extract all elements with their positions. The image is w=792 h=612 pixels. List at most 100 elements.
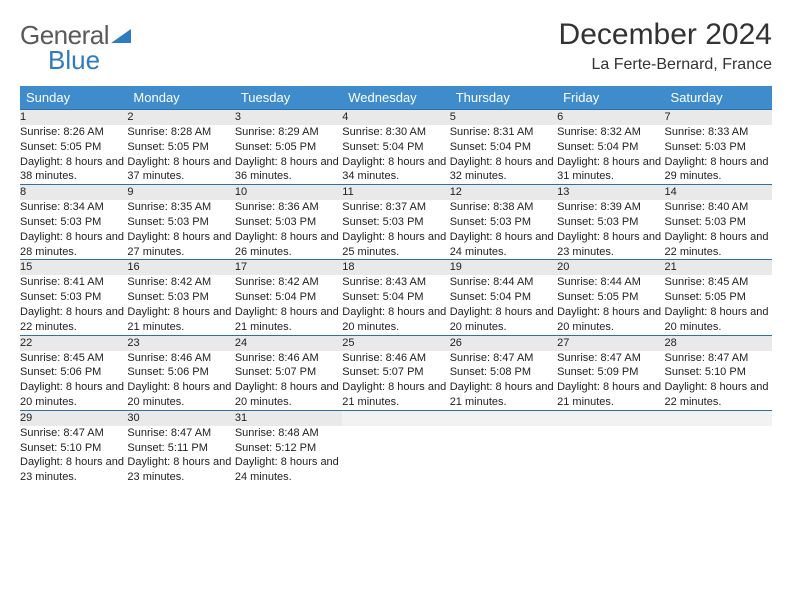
sunset-line: Sunset: 5:06 PM xyxy=(127,365,234,380)
day-number-cell: 14 xyxy=(665,185,772,200)
sunset-line: Sunset: 5:03 PM xyxy=(450,215,557,230)
sunrise-line: Sunrise: 8:46 AM xyxy=(127,351,234,366)
location-label: La Ferte-Bernard, France xyxy=(559,56,772,74)
daylight-line: Daylight: 8 hours and 36 minutes. xyxy=(235,155,342,185)
day-info-cell: Sunrise: 8:44 AMSunset: 5:05 PMDaylight:… xyxy=(557,275,664,335)
day-number-cell: 20 xyxy=(557,260,664,275)
sunrise-line: Sunrise: 8:36 AM xyxy=(235,200,342,215)
title-block: December 2024 La Ferte-Bernard, France xyxy=(559,18,772,74)
sunrise-line: Sunrise: 8:44 AM xyxy=(557,275,664,290)
daylight-line: Daylight: 8 hours and 38 minutes. xyxy=(20,155,127,185)
day-info-row: Sunrise: 8:41 AMSunset: 5:03 PMDaylight:… xyxy=(20,275,772,335)
sunset-line: Sunset: 5:03 PM xyxy=(342,215,449,230)
sunset-line: Sunset: 5:03 PM xyxy=(20,215,127,230)
day-number-cell xyxy=(450,410,557,425)
sunset-line: Sunset: 5:07 PM xyxy=(342,365,449,380)
sunset-line: Sunset: 5:06 PM xyxy=(20,365,127,380)
day-info-cell: Sunrise: 8:42 AMSunset: 5:03 PMDaylight:… xyxy=(127,275,234,335)
day-info-cell: Sunrise: 8:30 AMSunset: 5:04 PMDaylight:… xyxy=(342,125,449,185)
day-info-cell: Sunrise: 8:47 AMSunset: 5:08 PMDaylight:… xyxy=(450,351,557,411)
daylight-line: Daylight: 8 hours and 21 minutes. xyxy=(235,305,342,335)
day-info-row: Sunrise: 8:47 AMSunset: 5:10 PMDaylight:… xyxy=(20,426,772,485)
day-info-cell: Sunrise: 8:44 AMSunset: 5:04 PMDaylight:… xyxy=(450,275,557,335)
sunrise-line: Sunrise: 8:43 AM xyxy=(342,275,449,290)
daylight-line: Daylight: 8 hours and 20 minutes. xyxy=(342,305,449,335)
day-number-cell: 6 xyxy=(557,110,664,125)
day-number-cell: 15 xyxy=(20,260,127,275)
daylight-line: Daylight: 8 hours and 23 minutes. xyxy=(127,455,234,485)
daylight-line: Daylight: 8 hours and 37 minutes. xyxy=(127,155,234,185)
day-number-cell: 23 xyxy=(127,335,234,350)
daylight-line: Daylight: 8 hours and 20 minutes. xyxy=(20,380,127,410)
sunrise-line: Sunrise: 8:38 AM xyxy=(450,200,557,215)
daylight-line: Daylight: 8 hours and 27 minutes. xyxy=(127,230,234,260)
sunrise-line: Sunrise: 8:28 AM xyxy=(127,125,234,140)
daylight-line: Daylight: 8 hours and 20 minutes. xyxy=(450,305,557,335)
daylight-line: Daylight: 8 hours and 25 minutes. xyxy=(342,230,449,260)
day-info-cell: Sunrise: 8:42 AMSunset: 5:04 PMDaylight:… xyxy=(235,275,342,335)
sunrise-line: Sunrise: 8:47 AM xyxy=(557,351,664,366)
weekday-header: Sunday xyxy=(20,86,127,110)
sunrise-line: Sunrise: 8:39 AM xyxy=(557,200,664,215)
sunset-line: Sunset: 5:03 PM xyxy=(665,140,772,155)
sunset-line: Sunset: 5:05 PM xyxy=(557,290,664,305)
day-info-cell: Sunrise: 8:43 AMSunset: 5:04 PMDaylight:… xyxy=(342,275,449,335)
daylight-line: Daylight: 8 hours and 21 minutes. xyxy=(127,305,234,335)
day-info-row: Sunrise: 8:34 AMSunset: 5:03 PMDaylight:… xyxy=(20,200,772,260)
month-title: December 2024 xyxy=(559,18,772,52)
day-number-cell: 22 xyxy=(20,335,127,350)
sunrise-line: Sunrise: 8:31 AM xyxy=(450,125,557,140)
sunrise-line: Sunrise: 8:35 AM xyxy=(127,200,234,215)
sunset-line: Sunset: 5:07 PM xyxy=(235,365,342,380)
sunrise-line: Sunrise: 8:26 AM xyxy=(20,125,127,140)
day-info-cell: Sunrise: 8:40 AMSunset: 5:03 PMDaylight:… xyxy=(665,200,772,260)
day-info-cell: Sunrise: 8:32 AMSunset: 5:04 PMDaylight:… xyxy=(557,125,664,185)
sunset-line: Sunset: 5:04 PM xyxy=(450,140,557,155)
day-info-cell: Sunrise: 8:38 AMSunset: 5:03 PMDaylight:… xyxy=(450,200,557,260)
day-info-cell: Sunrise: 8:37 AMSunset: 5:03 PMDaylight:… xyxy=(342,200,449,260)
weekday-header: Friday xyxy=(557,86,664,110)
sunrise-line: Sunrise: 8:47 AM xyxy=(20,426,127,441)
sunrise-line: Sunrise: 8:45 AM xyxy=(665,275,772,290)
day-info-cell xyxy=(342,426,449,485)
sunrise-line: Sunrise: 8:41 AM xyxy=(20,275,127,290)
day-number-cell xyxy=(342,410,449,425)
day-info-cell: Sunrise: 8:46 AMSunset: 5:06 PMDaylight:… xyxy=(127,351,234,411)
daylight-line: Daylight: 8 hours and 21 minutes. xyxy=(450,380,557,410)
sunset-line: Sunset: 5:04 PM xyxy=(342,140,449,155)
day-info-cell: Sunrise: 8:45 AMSunset: 5:05 PMDaylight:… xyxy=(665,275,772,335)
day-info-cell: Sunrise: 8:26 AMSunset: 5:05 PMDaylight:… xyxy=(20,125,127,185)
sunset-line: Sunset: 5:03 PM xyxy=(127,290,234,305)
day-number-cell: 3 xyxy=(235,110,342,125)
sunset-line: Sunset: 5:03 PM xyxy=(665,215,772,230)
sunrise-line: Sunrise: 8:32 AM xyxy=(557,125,664,140)
day-info-row: Sunrise: 8:45 AMSunset: 5:06 PMDaylight:… xyxy=(20,351,772,411)
sunrise-line: Sunrise: 8:47 AM xyxy=(127,426,234,441)
daylight-line: Daylight: 8 hours and 23 minutes. xyxy=(557,230,664,260)
day-number-cell: 12 xyxy=(450,185,557,200)
day-number-cell: 4 xyxy=(342,110,449,125)
day-number-cell xyxy=(665,410,772,425)
daylight-line: Daylight: 8 hours and 20 minutes. xyxy=(665,305,772,335)
sunset-line: Sunset: 5:03 PM xyxy=(127,215,234,230)
daylight-line: Daylight: 8 hours and 22 minutes. xyxy=(665,380,772,410)
sunrise-line: Sunrise: 8:48 AM xyxy=(235,426,342,441)
sunset-line: Sunset: 5:03 PM xyxy=(20,290,127,305)
day-info-cell: Sunrise: 8:48 AMSunset: 5:12 PMDaylight:… xyxy=(235,426,342,485)
daylight-line: Daylight: 8 hours and 29 minutes. xyxy=(665,155,772,185)
sunrise-line: Sunrise: 8:33 AM xyxy=(665,125,772,140)
daylight-line: Daylight: 8 hours and 31 minutes. xyxy=(557,155,664,185)
daylight-line: Daylight: 8 hours and 20 minutes. xyxy=(557,305,664,335)
calendar-table: Sunday Monday Tuesday Wednesday Thursday… xyxy=(20,86,772,485)
day-info-cell xyxy=(450,426,557,485)
day-number-cell: 29 xyxy=(20,410,127,425)
sunset-line: Sunset: 5:11 PM xyxy=(127,441,234,456)
daylight-line: Daylight: 8 hours and 20 minutes. xyxy=(127,380,234,410)
day-info-cell: Sunrise: 8:46 AMSunset: 5:07 PMDaylight:… xyxy=(342,351,449,411)
sunrise-line: Sunrise: 8:47 AM xyxy=(450,351,557,366)
day-number-cell: 1 xyxy=(20,110,127,125)
weekday-header-row: Sunday Monday Tuesday Wednesday Thursday… xyxy=(20,86,772,110)
sunset-line: Sunset: 5:09 PM xyxy=(557,365,664,380)
day-info-cell: Sunrise: 8:33 AMSunset: 5:03 PMDaylight:… xyxy=(665,125,772,185)
daylight-line: Daylight: 8 hours and 26 minutes. xyxy=(235,230,342,260)
